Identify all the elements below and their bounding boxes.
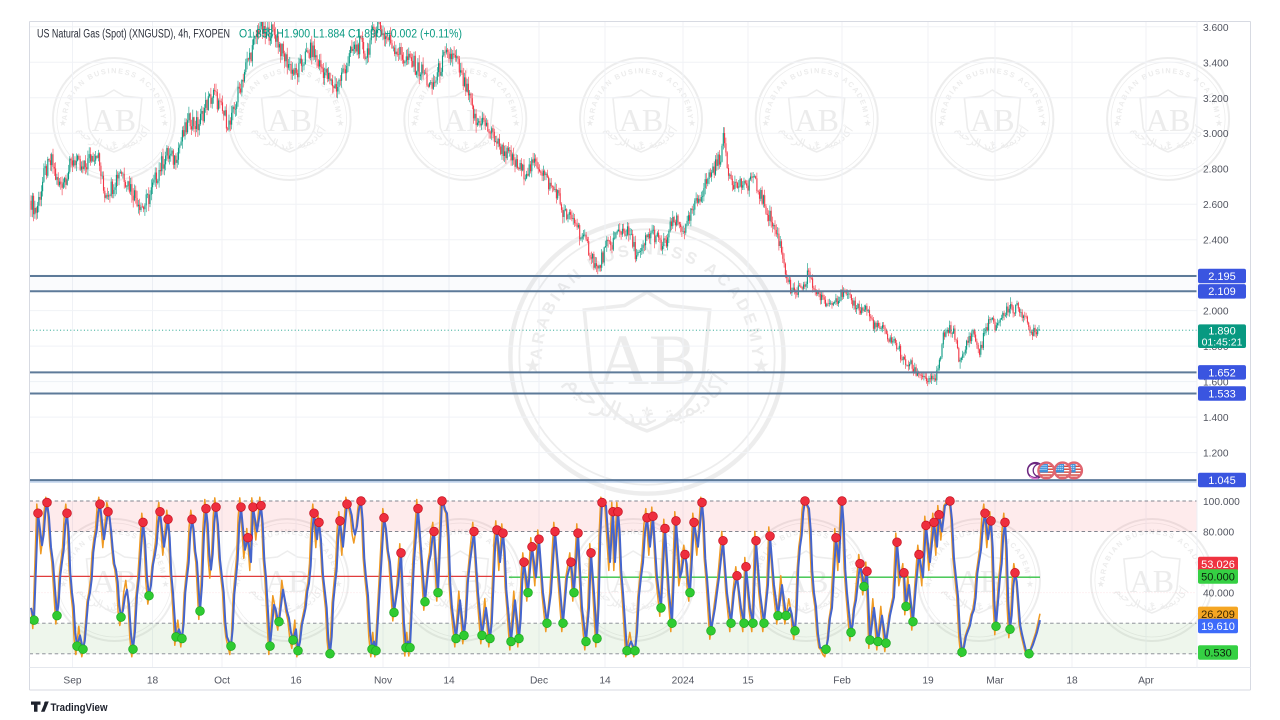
svg-text:Dec: Dec xyxy=(530,676,548,687)
svg-text:1.652: 1.652 xyxy=(1208,367,1236,379)
svg-text:Sep: Sep xyxy=(63,676,81,687)
svg-text:Oct: Oct xyxy=(214,676,230,687)
svg-text:0.530: 0.530 xyxy=(1204,647,1232,659)
svg-text:3.200: 3.200 xyxy=(1203,94,1229,105)
svg-text:2.000: 2.000 xyxy=(1203,307,1229,318)
svg-text:2.400: 2.400 xyxy=(1203,236,1229,247)
svg-text:3.600: 3.600 xyxy=(1203,23,1229,34)
svg-text:TradingView: TradingView xyxy=(51,702,108,714)
svg-text:2024: 2024 xyxy=(672,676,695,687)
svg-text:US Natural Gas (Spot) (XNGUSD): US Natural Gas (Spot) (XNGUSD), 4h, FXOP… xyxy=(37,29,230,41)
svg-text:Apr: Apr xyxy=(1138,676,1154,687)
svg-text:18: 18 xyxy=(147,676,159,687)
svg-text:2.600: 2.600 xyxy=(1203,200,1229,211)
svg-text:01:45:21: 01:45:21 xyxy=(1202,337,1243,349)
svg-text:1.890: 1.890 xyxy=(1208,325,1236,337)
svg-text:40.000: 40.000 xyxy=(1203,589,1234,600)
svg-text:Feb: Feb xyxy=(833,676,851,687)
svg-text:80.000: 80.000 xyxy=(1203,528,1234,539)
svg-text:50.000: 50.000 xyxy=(1201,571,1235,583)
svg-text:Nov: Nov xyxy=(374,676,393,687)
svg-text:26.209: 26.209 xyxy=(1201,609,1235,621)
svg-text:1.400: 1.400 xyxy=(1203,413,1229,424)
svg-text:1.600: 1.600 xyxy=(1203,378,1229,389)
svg-text:2.109: 2.109 xyxy=(1208,286,1236,298)
svg-text:53.026: 53.026 xyxy=(1201,559,1235,571)
svg-text:18: 18 xyxy=(1066,676,1078,687)
svg-text:19: 19 xyxy=(922,676,934,687)
svg-text:3.000: 3.000 xyxy=(1203,129,1229,140)
svg-text:1.200: 1.200 xyxy=(1203,449,1229,460)
svg-text:14: 14 xyxy=(443,676,455,687)
svg-text:15: 15 xyxy=(742,676,754,687)
svg-text:2.800: 2.800 xyxy=(1203,165,1229,176)
svg-text:1.045: 1.045 xyxy=(1208,475,1236,487)
svg-text:1.533: 1.533 xyxy=(1208,388,1236,400)
svg-text:O1.858 H1.900 L1.884 C1.890 +0: O1.858 H1.900 L1.884 C1.890 +0.002 (+0.1… xyxy=(239,29,462,41)
svg-text:14: 14 xyxy=(599,676,611,687)
svg-text:Mar: Mar xyxy=(986,676,1004,687)
svg-text:3.400: 3.400 xyxy=(1203,58,1229,69)
svg-text:16: 16 xyxy=(290,676,302,687)
svg-text:2.195: 2.195 xyxy=(1208,271,1236,283)
svg-text:100.000: 100.000 xyxy=(1203,497,1240,508)
svg-text:19.610: 19.610 xyxy=(1201,621,1235,633)
